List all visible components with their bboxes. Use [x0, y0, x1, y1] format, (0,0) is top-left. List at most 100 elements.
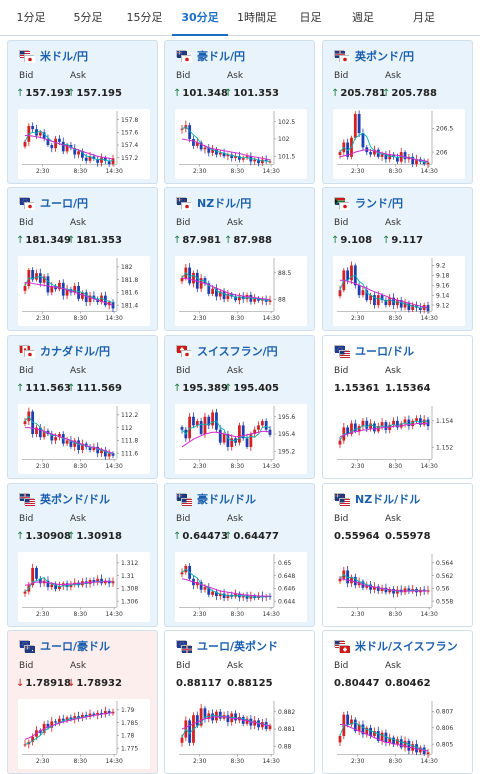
up-arrow-icon: ↑	[16, 383, 24, 394]
tab-1hour[interactable]: 1時間足	[228, 0, 286, 36]
candle-body	[39, 132, 42, 135]
y-tick-label: 1.154	[436, 418, 453, 425]
y-tick-label: 195.2	[278, 448, 295, 455]
tab-5min[interactable]: 5分足	[63, 0, 113, 36]
pair-name: カナダドル/円	[40, 343, 110, 359]
bid-price: 1.15361	[334, 383, 380, 394]
candle-body	[373, 423, 376, 431]
pair-title-link[interactable]: 豪ドル/ドル	[176, 492, 256, 506]
ma-short-line	[182, 715, 270, 737]
candle-body	[219, 153, 222, 155]
y-tick-label: 9.12	[436, 302, 450, 309]
tab-weekly[interactable]: 週足	[337, 0, 389, 36]
tab-daily[interactable]: 日足	[288, 0, 333, 36]
pair-title-link[interactable]: 米ドル/円	[19, 49, 88, 63]
up-arrow-icon: ↑	[173, 531, 181, 542]
candle-body	[192, 273, 195, 284]
ask-value: 195.405	[233, 383, 279, 394]
x-tick-label: 2:30	[193, 463, 207, 470]
pair-title-link[interactable]: 英ポンド/ドル	[19, 492, 110, 506]
bid-label: Bid	[334, 514, 348, 524]
pair-title-link[interactable]: 英ポンド/円	[334, 49, 414, 63]
candle-body	[377, 295, 380, 305]
pair-title-link[interactable]: スイスフラン/円	[176, 344, 278, 358]
pair-flags	[176, 640, 191, 652]
ask-price: 0.55978	[385, 531, 431, 542]
pair-title-link[interactable]: NZドル/円	[176, 196, 251, 210]
candle-body	[58, 139, 61, 142]
candle-body	[77, 440, 80, 450]
candle-body	[31, 126, 34, 129]
y-tick-label: 0.65	[278, 560, 292, 567]
ch-flag-icon	[339, 645, 349, 652]
ask-value: 87.988	[233, 235, 272, 246]
candle-body	[35, 273, 38, 279]
pair-title-link[interactable]: カナダドル/円	[19, 344, 110, 358]
pair-title-link[interactable]: NZドル/ドル	[334, 492, 420, 506]
x-tick-label: 2:30	[351, 611, 365, 618]
pair-title-link[interactable]: ユーロ/円	[19, 196, 88, 210]
ask-price: ↑1.30918	[67, 531, 122, 542]
pair-title-link[interactable]: 豪ドル/円	[176, 49, 245, 63]
pair-title-link[interactable]: ユーロ/英ポンド	[176, 639, 278, 653]
candle-body	[66, 440, 69, 443]
tab-1min[interactable]: 1分足	[6, 0, 56, 36]
y-tick-label: 0.56	[436, 586, 450, 593]
ask-label: Ask	[70, 218, 86, 228]
pair-title-link[interactable]: ユーロ/ドル	[334, 344, 414, 358]
candle-body	[362, 133, 365, 147]
tab-monthly[interactable]: 月足	[398, 0, 450, 36]
y-tick-label: 0.644	[278, 598, 295, 605]
y-tick-label: 1.308	[121, 586, 138, 593]
pair-title-link[interactable]: 米ドル/スイスフラン	[334, 639, 458, 653]
candle-body	[24, 142, 27, 147]
candle-body	[100, 158, 103, 163]
bid-price: ↑181.349	[16, 235, 71, 246]
bid-price: ↑205.781	[331, 88, 386, 99]
y-tick-label: 0.558	[436, 598, 453, 605]
candle-body	[200, 421, 203, 434]
bid-price: ↑0.64473	[173, 531, 228, 542]
pair-title-link[interactable]: ユーロ/豪ドル	[19, 639, 110, 653]
tab-30min[interactable]: 30分足	[172, 0, 228, 36]
candle-body	[234, 713, 237, 720]
tab-15min[interactable]: 15分足	[117, 0, 172, 36]
candle-body	[219, 712, 222, 719]
us-flag-icon	[339, 498, 349, 505]
pair-title-link[interactable]: ランド/円	[334, 196, 403, 210]
ma-short-line	[340, 275, 428, 308]
x-tick-label: 8:30	[231, 315, 245, 322]
ask-label: Ask	[70, 514, 86, 524]
